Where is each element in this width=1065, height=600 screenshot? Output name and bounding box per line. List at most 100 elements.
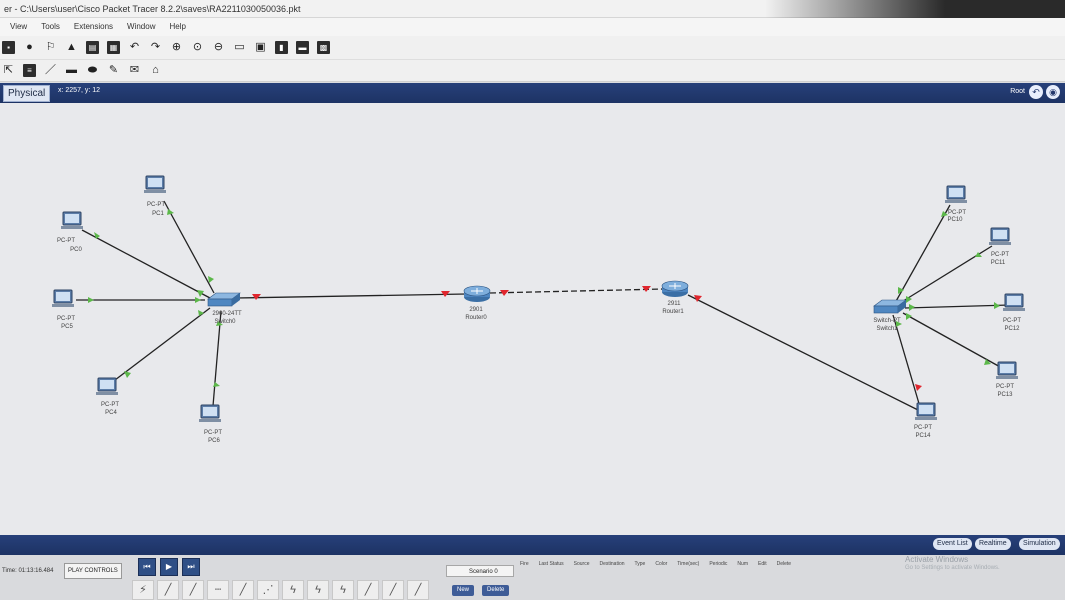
sim-time: Time: 01:13:16.484: [2, 568, 54, 574]
serial-dte-icon[interactable]: ϟ: [332, 580, 354, 600]
col-destination: Destination: [599, 561, 625, 567]
col-source: Source: [573, 561, 590, 567]
link-status-down: [252, 286, 922, 391]
col-edit: Edit: [757, 561, 767, 567]
device-router0: [463, 285, 491, 303]
undo-icon[interactable]: ↶: [129, 41, 140, 53]
line-icon[interactable]: ／: [45, 64, 56, 76]
col-time: Time(sec): [677, 561, 700, 567]
activate-windows-subtitle: Go to Settings to activate Windows.: [905, 565, 1000, 571]
simulation-button[interactable]: Simulation: [1019, 538, 1060, 550]
realtime-button[interactable]: Realtime: [975, 538, 1011, 550]
event-list-button[interactable]: Event List: [933, 538, 972, 550]
note-icon[interactable]: ≡: [23, 64, 36, 77]
octal-cable-icon[interactable]: ╱: [357, 580, 379, 600]
pc0-name-label: PC0: [70, 247, 82, 253]
topology-canvas: PC-PT PC0 PC-PT PC1 PC-PT PC5 PC-PT PC4 …: [51, 175, 1026, 444]
copy-icon[interactable]: ▤: [86, 41, 99, 54]
new-scenario-button[interactable]: New: [452, 585, 475, 596]
monitor-bezel: [765, 0, 1065, 18]
device-pc5: [51, 289, 75, 308]
link-pc1-switch0: [163, 200, 215, 294]
menu-window[interactable]: Window: [127, 22, 156, 31]
step-forward-icon[interactable]: ⏭: [182, 558, 200, 576]
phone-cable-icon[interactable]: ⋰: [257, 580, 279, 600]
device-pc4: [95, 377, 119, 396]
links: [76, 200, 1011, 413]
activity-wizard-icon[interactable]: ▬: [296, 41, 309, 54]
col-periodic: Periodic: [709, 561, 728, 567]
link-router0-router1: [489, 288, 665, 294]
step-back-icon[interactable]: ⏮: [138, 558, 156, 576]
back-icon[interactable]: ↶: [1029, 85, 1043, 99]
drawing-palette-icon[interactable]: ▭: [234, 41, 245, 53]
pc5-name-label: PC5: [61, 324, 73, 330]
auto-connection-icon[interactable]: ⚡: [132, 580, 154, 600]
menu-extensions[interactable]: Extensions: [73, 22, 114, 31]
switch1-model-label: Switch-PT: [873, 318, 901, 324]
link-router1-pc14: [687, 294, 923, 413]
ellipse-icon[interactable]: ⬬: [87, 64, 98, 76]
info-icon[interactable]: ●: [26, 41, 33, 53]
pc12-model-label: PC-PT: [1003, 318, 1021, 324]
pc11-name-label: PC11: [991, 260, 1006, 266]
pc13-name-label: PC13: [997, 392, 1013, 398]
logical-workspace[interactable]: PC-PT PC0 PC-PT PC1 PC-PT PC5 PC-PT PC4 …: [0, 103, 1065, 535]
iot-cable-icon[interactable]: ╱: [382, 580, 404, 600]
console-cable-icon[interactable]: ╱: [157, 580, 179, 600]
menu-tools[interactable]: Tools: [41, 22, 60, 31]
crossover-cable-icon[interactable]: ┄: [207, 580, 229, 600]
col-num: Num: [737, 561, 748, 567]
physical-tab[interactable]: Physical: [3, 85, 51, 102]
pc5-model-label: PC-PT: [57, 316, 75, 322]
network-info-icon[interactable]: ⚐: [45, 41, 56, 53]
pc10-name-label: PC10: [947, 217, 963, 223]
play-icon[interactable]: ▶: [160, 558, 178, 576]
freeform-icon[interactable]: ✎: [108, 64, 119, 76]
pc12-name-label: PC12: [1004, 326, 1020, 332]
serial-dce-icon[interactable]: ϟ: [307, 580, 329, 600]
device-pc14: [914, 402, 938, 421]
device-pc11: [988, 227, 1012, 246]
redo-icon[interactable]: ↷: [150, 41, 161, 53]
viewport-nav-icon[interactable]: ◉: [1046, 85, 1060, 99]
pc14-name-label: PC14: [915, 433, 931, 439]
device-pc12: [1002, 293, 1026, 312]
menu-help[interactable]: Help: [169, 22, 186, 31]
mode-bar: Event List Realtime Simulation: [0, 535, 1065, 555]
fiber-cable-icon[interactable]: ╱: [232, 580, 254, 600]
router0-model-label: 2901: [469, 307, 483, 313]
menu-view[interactable]: View: [10, 22, 28, 31]
pdu-list-header: Fire Last Status Source Destination Type…: [520, 561, 791, 567]
save-icon[interactable]: ▪: [2, 41, 15, 54]
coaxial-cable-icon[interactable]: ϟ: [282, 580, 304, 600]
ipc-icon[interactable]: ▩: [317, 41, 330, 54]
col-type: Type: [634, 561, 646, 567]
zoom-reset-icon[interactable]: ⊙: [192, 41, 203, 53]
device-pc6: [198, 404, 222, 423]
link-pc6-switch0: [212, 310, 222, 407]
router0-name-label: Router0: [465, 315, 487, 321]
col-delete: Delete: [776, 561, 792, 567]
select-icon[interactable]: ⇱: [3, 64, 14, 76]
viewport-icon[interactable]: ▮: [275, 41, 288, 54]
pc14-model-label: PC-PT: [914, 425, 932, 431]
simple-pdu-icon[interactable]: ✉: [129, 64, 140, 76]
rectangle-icon[interactable]: ▬: [66, 64, 77, 76]
paste-icon[interactable]: ▦: [107, 41, 120, 54]
wizard-icon[interactable]: ▲: [66, 41, 77, 53]
usb-cable-icon[interactable]: ╱: [407, 580, 429, 600]
zoom-in-icon[interactable]: ⊕: [171, 41, 182, 53]
custom-device-icon[interactable]: ▣: [255, 41, 266, 53]
delete-scenario-button[interactable]: Delete: [482, 585, 510, 596]
complex-pdu-icon[interactable]: ⌂: [152, 64, 159, 76]
scenario-select[interactable]: Scenario 0: [446, 565, 514, 577]
link-pc0-switch0: [81, 229, 211, 299]
straight-cable-icon[interactable]: ╱: [182, 580, 204, 600]
pc0-model-label: PC-PT: [57, 238, 75, 244]
coordinates-readout: x: 2257, y: 12: [58, 87, 101, 94]
pc1-name-label: PC1: [152, 211, 164, 217]
zoom-out-icon[interactable]: ⊖: [213, 41, 224, 53]
connection-types: ⚡ ╱ ╱ ┄ ╱ ⋰ ϟ ϟ ϟ ╱ ╱ ╱: [132, 580, 429, 600]
router1-name-label: Router1: [662, 309, 684, 315]
